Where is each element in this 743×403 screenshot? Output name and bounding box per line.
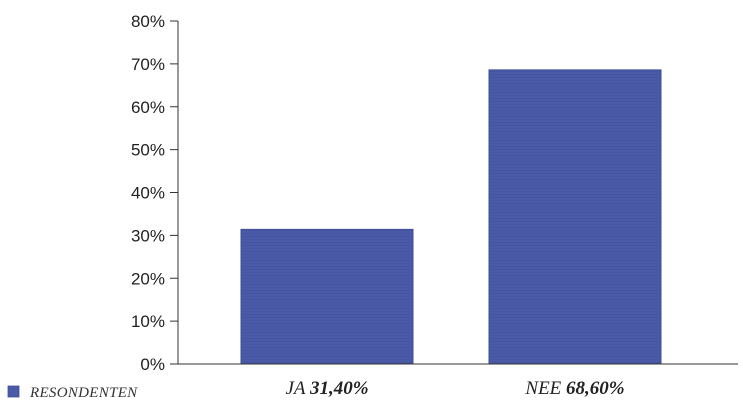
y-tick-label: 60% — [131, 98, 165, 117]
y-tick-label: 50% — [131, 141, 165, 160]
category-value-label: 31,40% — [309, 378, 369, 399]
legend-label: RESONDENTEN — [29, 385, 138, 401]
y-tick-label: 20% — [131, 269, 165, 288]
y-tick-label: 80% — [131, 12, 165, 31]
legend-swatch — [7, 385, 20, 398]
category-labels: JA 31,40% NEE 68,60% — [285, 378, 624, 399]
y-tick-label: 10% — [131, 312, 165, 331]
bar-nee — [488, 69, 662, 365]
x-category-label-nee: NEE 68,60% — [524, 378, 624, 399]
axes — [177, 21, 738, 365]
bars — [240, 69, 662, 365]
category-value-label: 68,60% — [566, 378, 625, 399]
y-tick-label: 0% — [140, 355, 165, 374]
x-category-label-ja: JA 31,40% — [285, 378, 368, 399]
category-name: JA — [285, 378, 309, 399]
y-tick-label: 70% — [131, 55, 165, 74]
y-tick-label: 40% — [131, 184, 165, 203]
legend: RESONDENTEN — [7, 385, 138, 401]
bar-ja — [240, 228, 414, 365]
y-axis-ticks: 0% 10% 20% 30% 40% 50% 60% 70% 80% — [131, 12, 178, 374]
category-name: NEE — [524, 378, 566, 399]
y-tick-label: 30% — [131, 226, 165, 245]
